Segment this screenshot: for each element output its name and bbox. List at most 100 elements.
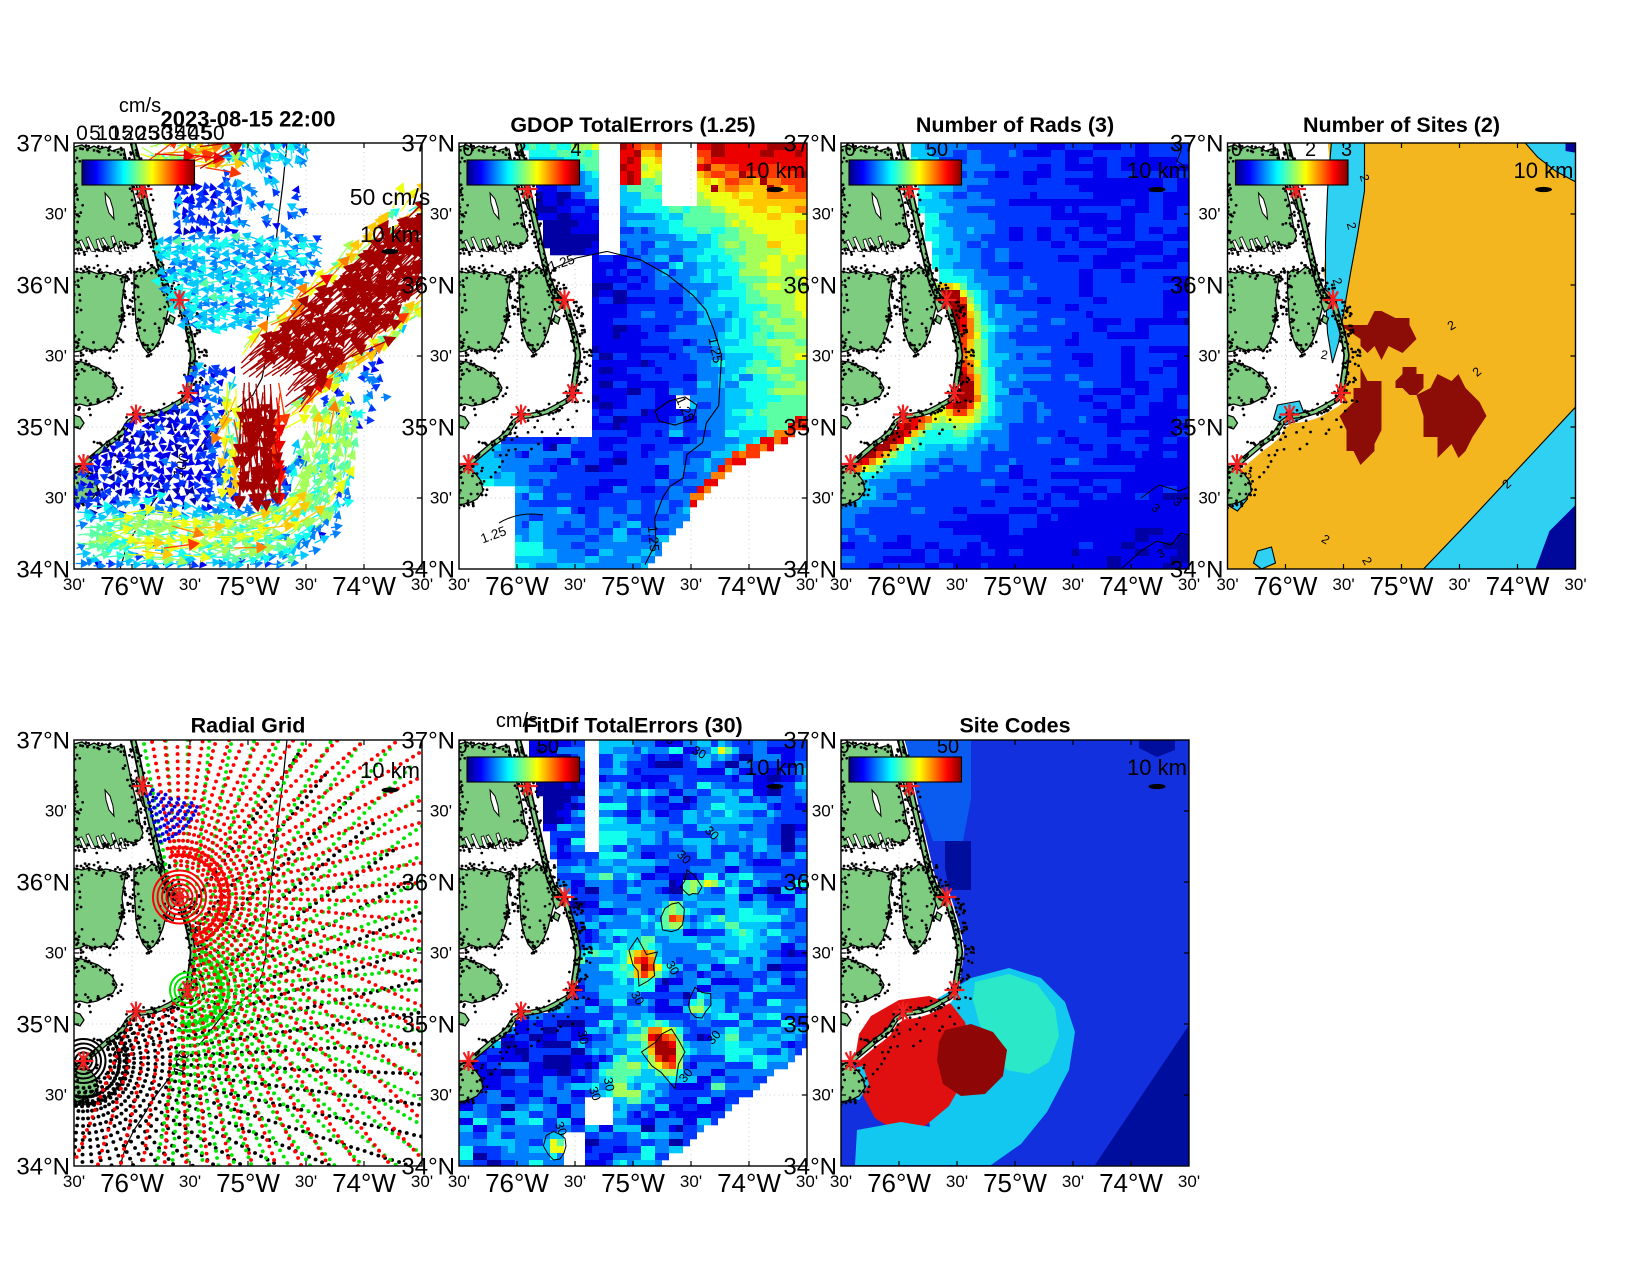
svg-text:Site Codes: Site Codes xyxy=(959,714,1070,738)
svg-text:4: 4 xyxy=(570,139,581,161)
svg-text:36°N: 36°N xyxy=(16,870,70,897)
svg-text:45: 45 xyxy=(188,122,211,145)
svg-text:10 km: 10 km xyxy=(1127,755,1187,780)
svg-text:34°N: 34°N xyxy=(401,1154,455,1181)
svg-text:50: 50 xyxy=(937,736,959,758)
svg-text:30': 30' xyxy=(812,802,834,821)
svg-text:35: 35 xyxy=(162,122,185,145)
svg-text:30': 30' xyxy=(1216,575,1238,594)
svg-text:36°N: 36°N xyxy=(1170,273,1224,300)
svg-text:2023-08-15 22:00: 2023-08-15 22:00 xyxy=(161,107,336,132)
svg-text:74°W: 74°W xyxy=(1486,571,1550,601)
svg-text:30': 30' xyxy=(830,1172,852,1191)
svg-text:0: 0 xyxy=(844,139,855,161)
svg-text:36°N: 36°N xyxy=(16,273,70,300)
svg-text:30': 30' xyxy=(63,575,85,594)
svg-text:30': 30' xyxy=(812,489,834,508)
svg-text:34°N: 34°N xyxy=(783,1154,837,1181)
svg-text:Radial Grid: Radial Grid xyxy=(191,714,306,738)
svg-text:76°W: 76°W xyxy=(485,1168,549,1198)
svg-text:30: 30 xyxy=(657,729,676,748)
svg-text:0: 0 xyxy=(456,736,467,758)
svg-text:30: 30 xyxy=(689,743,708,762)
svg-text:37°N: 37°N xyxy=(401,131,455,158)
svg-text:37°N: 37°N xyxy=(783,131,837,158)
svg-text:cm/s: cm/s xyxy=(496,710,538,732)
svg-text:30': 30' xyxy=(812,205,834,224)
svg-text:30': 30' xyxy=(812,1086,834,1105)
svg-text:30': 30' xyxy=(430,944,452,963)
svg-text:36°N: 36°N xyxy=(783,273,837,300)
svg-text:76°W: 76°W xyxy=(485,571,549,601)
svg-text:30': 30' xyxy=(1198,347,1220,366)
svg-text:30': 30' xyxy=(45,1086,67,1105)
svg-text:34°N: 34°N xyxy=(401,557,455,584)
svg-text:30': 30' xyxy=(295,1172,317,1191)
svg-text:74°W: 74°W xyxy=(717,571,781,601)
svg-text:10 km: 10 km xyxy=(360,222,420,247)
svg-text:30': 30' xyxy=(564,575,586,594)
svg-text:10 km: 10 km xyxy=(360,758,420,783)
svg-text:76°W: 76°W xyxy=(100,571,164,601)
svg-text:30': 30' xyxy=(448,575,470,594)
svg-text:0: 0 xyxy=(462,139,473,161)
svg-text:30': 30' xyxy=(830,575,852,594)
svg-text:37°N: 37°N xyxy=(16,131,70,158)
svg-text:30: 30 xyxy=(552,1120,570,1138)
svg-text:30': 30' xyxy=(564,1172,586,1191)
svg-text:10 km: 10 km xyxy=(1514,158,1574,183)
svg-text:20: 20 xyxy=(123,122,146,145)
svg-text:37°N: 37°N xyxy=(783,728,837,755)
svg-text:35°N: 35°N xyxy=(1170,415,1224,442)
svg-text:25: 25 xyxy=(136,122,159,145)
svg-text:30': 30' xyxy=(430,1086,452,1105)
svg-text:34°N: 34°N xyxy=(16,557,70,584)
svg-text:30: 30 xyxy=(575,1029,591,1045)
svg-text:2: 2 xyxy=(1305,139,1316,161)
svg-text:34°N: 34°N xyxy=(783,557,837,584)
svg-text:30': 30' xyxy=(1198,205,1220,224)
svg-text:34°N: 34°N xyxy=(16,1154,70,1181)
svg-text:35°N: 35°N xyxy=(783,1012,837,1039)
svg-text:15: 15 xyxy=(110,122,133,145)
svg-text:30': 30' xyxy=(1332,575,1354,594)
svg-text:35°N: 35°N xyxy=(16,415,70,442)
svg-text:30': 30' xyxy=(430,802,452,821)
svg-text:50: 50 xyxy=(201,122,224,145)
svg-text:30': 30' xyxy=(1198,489,1220,508)
svg-text:1.25: 1.25 xyxy=(645,525,662,552)
svg-text:50: 50 xyxy=(537,736,559,758)
svg-text:1.25: 1.25 xyxy=(705,336,725,365)
svg-text:FitDif TotalErrors (30): FitDif TotalErrors (30) xyxy=(523,714,742,738)
svg-text:76°W: 76°W xyxy=(867,571,931,601)
svg-text:30': 30' xyxy=(295,575,317,594)
svg-text:30': 30' xyxy=(179,1172,201,1191)
svg-text:35°N: 35°N xyxy=(401,415,455,442)
svg-text:30': 30' xyxy=(1448,575,1470,594)
svg-text:50 cm/s: 50 cm/s xyxy=(350,184,431,210)
svg-text:30': 30' xyxy=(45,944,67,963)
svg-text:30': 30' xyxy=(1062,575,1084,594)
svg-text:2: 2 xyxy=(1320,348,1329,363)
svg-text:10 km: 10 km xyxy=(1127,158,1187,183)
svg-text:30: 30 xyxy=(601,1076,617,1092)
svg-text:30': 30' xyxy=(45,347,67,366)
svg-text:75°W: 75°W xyxy=(216,571,280,601)
svg-text:76°W: 76°W xyxy=(100,1168,164,1198)
svg-text:36°N: 36°N xyxy=(401,870,455,897)
svg-text:75°W: 75°W xyxy=(983,571,1047,601)
svg-text:30': 30' xyxy=(1564,575,1586,594)
svg-text:30': 30' xyxy=(946,1172,968,1191)
svg-text:40: 40 xyxy=(175,122,198,145)
svg-text:75°W: 75°W xyxy=(601,571,665,601)
svg-text:30': 30' xyxy=(430,489,452,508)
svg-text:0: 0 xyxy=(76,122,88,145)
svg-text:30': 30' xyxy=(45,205,67,224)
svg-text:5: 5 xyxy=(89,122,101,145)
svg-text:30': 30' xyxy=(812,347,834,366)
svg-text:0: 0 xyxy=(838,736,849,758)
svg-text:34°N: 34°N xyxy=(1170,557,1224,584)
svg-text:10 km: 10 km xyxy=(745,158,805,183)
svg-text:GDOP TotalErrors (1.25): GDOP TotalErrors (1.25) xyxy=(510,113,755,137)
svg-text:30: 30 xyxy=(628,988,647,1007)
